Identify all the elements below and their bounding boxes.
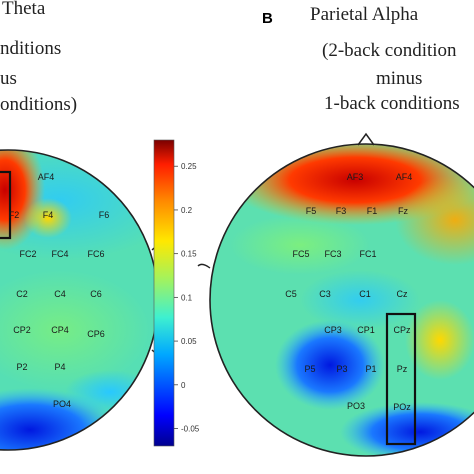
electrode-a-f4: F4 [43,210,54,220]
electrode-labels-a: AF4 F2 F4 F6 FC2 FC4 FC6 C2 C4 C6 CP2 CP4 CP6 P2 P4 PO4 [9,172,110,409]
colorbar-gradient [153,139,175,447]
electrode-a-c2: C2 [16,289,28,299]
head-map-b [197,132,474,457]
electrode-b-c3: C3 [319,289,331,299]
roi-box-b [385,312,417,446]
electrode-a-af4: AF4 [38,172,55,182]
colorbar-tick-label: 0.15 [181,250,197,259]
electrode-a-f2: F2 [9,210,20,220]
electrode-a-p4: P4 [54,362,65,372]
electrode-b-af3: AF3 [347,172,364,182]
electrode-b-c1: C1 [359,289,371,299]
electrode-b-fc1: FC1 [359,249,376,259]
electrode-a-c4: C4 [54,289,66,299]
electrode-b-cz: Cz [397,289,408,299]
colorbar-tick-label: 0.1 [181,293,193,302]
electrode-b-p3: P3 [336,364,347,374]
electrode-b-pz: Pz [397,364,408,374]
colorbar-tick-label: 0.25 [181,162,197,171]
electrode-a-fc2: FC2 [19,249,36,259]
electrode-a-cp4: CP4 [51,325,69,335]
electrode-a-fc4: FC4 [51,249,68,259]
panel-b-title-line-4: 1-back conditions [324,93,460,114]
colorbar-tick-label: -0.05 [181,425,200,434]
electrode-b-poz: POz [393,402,411,412]
electrode-b-f5: F5 [306,206,317,216]
electrode-b-cpz: CPz [393,325,411,335]
electrode-b-fc3: FC3 [324,249,341,259]
electrode-a-c6: C6 [90,289,102,299]
electrode-b-c5: C5 [285,289,297,299]
panel-a-title-line-4: onditions) [0,94,78,115]
electrode-b-p1: P1 [365,364,376,374]
colorbar-ticks: 0.25 0.2 0.15 0.1 0.05 0 -0.05 [174,162,200,434]
panel-b-title-line-2: (2-back condition [322,40,457,61]
panel-a-title-line-2: nditions [0,38,62,59]
electrode-a-cp6: CP6 [87,329,105,339]
panel-b-letter: B [262,10,273,27]
electrode-b-cp3: CP3 [324,325,342,335]
electrode-b-af4: AF4 [396,172,413,182]
electrode-b-fc5: FC5 [292,249,309,259]
panel-b-title-line-3: minus [376,68,423,89]
panel-a-title-line-3: us [0,68,17,89]
electrode-b-cp1: CP1 [357,325,375,335]
colorbar-tick-label: 0.2 [181,206,193,215]
electrode-b-f1: F1 [367,206,378,216]
panel-b-title-line-1: Parietal Alpha [310,4,419,25]
electrode-b-f3: F3 [336,206,347,216]
electrode-b-po3: PO3 [347,401,365,411]
electrode-b-fz: Fz [398,206,408,216]
electrode-a-f6: F6 [99,210,110,220]
electrode-b-p5: P5 [304,364,315,374]
electrode-a-fc6: FC6 [87,249,104,259]
colorbar-tick-label: 0 [181,381,186,390]
electrode-a-cp2: CP2 [13,325,31,335]
electrode-labels-b: AF3 AF4 F5 F3 F1 Fz FC5 FC3 FC1 C5 C3 C1 Cz CP3 CP1 CPz… [285,172,412,412]
electrode-a-po4: PO4 [53,399,71,409]
electrode-a-p2: P2 [16,362,27,372]
head-map-a [0,149,163,451]
panel-a-title-line-1: Theta [2,0,46,19]
colorbar-tick-label: 0.05 [181,337,197,346]
